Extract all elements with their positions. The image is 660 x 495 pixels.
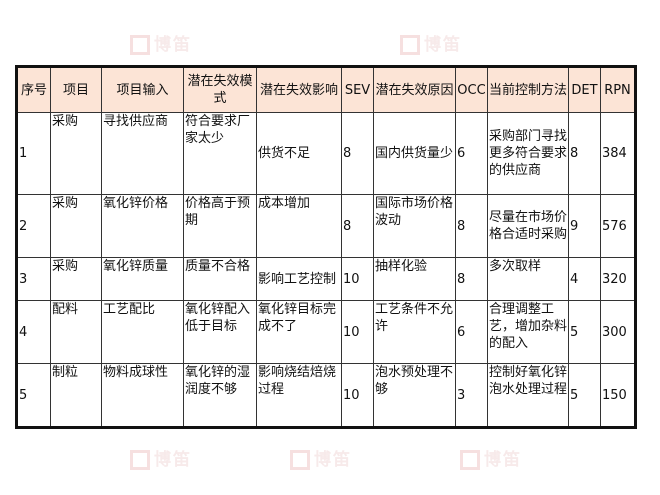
table-row: 5 制粒 物料成球性 氧化锌的湿润度不够 影响烧结焙烧过程 10 泡水预处理不够 3 控制好氧化… xyxy=(16,363,636,428)
cell-sev: 10 xyxy=(341,363,374,428)
header-failure-effect: 潜在失效影响 xyxy=(256,66,342,113)
cell-item-input: 物料成球性 xyxy=(101,363,184,428)
header-failure-mode: 潜在失效模式 xyxy=(183,66,257,113)
cell-failure-effect: 供货不足 xyxy=(256,112,342,195)
cell-failure-mode: 氧化锌的湿润度不够 xyxy=(183,363,257,428)
cell-sev: 8 xyxy=(341,112,374,195)
header-item: 项目 xyxy=(50,66,102,113)
header-row: 序号 项目 项目输入 潜在失效模式 潜在失效影响 SEV 潜在失效原因 OCC 当前控制方法 DE… xyxy=(16,66,636,113)
watermark-text: 博笛 xyxy=(424,35,462,55)
cell-seq: 1 xyxy=(16,112,51,195)
watermark-text: 博笛 xyxy=(484,450,522,470)
cell-current-control: 采购部门寻找更多符合要求的供应商 xyxy=(487,112,569,195)
cell-rpn: 576 xyxy=(600,194,636,258)
cell-occ: 6 xyxy=(455,112,488,195)
cell-failure-effect: 影响工艺控制 xyxy=(256,257,342,301)
cell-item-input: 寻找供应商 xyxy=(101,112,184,195)
cell-det: 4 xyxy=(568,257,601,301)
cell-failure-mode: 价格高于预期 xyxy=(183,194,257,258)
cell-item-input: 工艺配比 xyxy=(101,300,184,364)
cell-failure-mode: 氧化锌配入低于目标 xyxy=(183,300,257,364)
cell-current-control: 控制好氧化锌泡水处理过程 xyxy=(487,363,569,428)
cell-seq: 2 xyxy=(16,194,51,258)
cell-rpn: 320 xyxy=(600,257,636,301)
watermark-logo: 博笛 xyxy=(460,445,522,470)
cell-rpn: 384 xyxy=(600,112,636,195)
cell-current-control: 尽量在市场价格合适时采购 xyxy=(487,194,569,258)
cell-current-control: 合理调整工艺，增加杂料的配入 xyxy=(487,300,569,364)
table-row: 1 采购 寻找供应商 符合要求厂家太少 供货不足 8 国内供货量少 6 采购部门寻找更多符合要求… xyxy=(16,112,636,195)
cell-occ: 6 xyxy=(455,300,488,364)
cell-det: 5 xyxy=(568,363,601,428)
cell-failure-mode: 质量不合格 xyxy=(183,257,257,301)
cell-failure-mode: 符合要求厂家太少 xyxy=(183,112,257,195)
table-row: 4 配料 工艺配比 氧化锌配入低于目标 氧化锌目标完成不了 10 工艺条件不允许 6 合理调整工… xyxy=(16,300,636,364)
header-failure-cause: 潜在失效原因 xyxy=(373,66,456,113)
cell-failure-cause: 工艺条件不允许 xyxy=(373,300,456,364)
cell-occ: 8 xyxy=(455,194,488,258)
header-occ: OCC xyxy=(455,66,488,113)
cell-det: 8 xyxy=(568,112,601,195)
cell-sev: 10 xyxy=(341,300,374,364)
cell-det: 5 xyxy=(568,300,601,364)
table-row: 2 采购 氧化锌价格 价格高于预期 成本增加 8 国际市场价格波动 8 尽量在市场价格合适时采购… xyxy=(16,194,636,258)
header-det: DET xyxy=(568,66,601,113)
cell-rpn: 150 xyxy=(600,363,636,428)
watermark-logo: 博笛 xyxy=(130,445,192,470)
cell-sev: 10 xyxy=(341,257,374,301)
cell-sev: 8 xyxy=(341,194,374,258)
cell-rpn: 300 xyxy=(600,300,636,364)
watermark-text: 博笛 xyxy=(314,450,352,470)
cell-item: 采购 xyxy=(50,112,102,195)
cell-current-control: 多次取样 xyxy=(487,257,569,301)
header-item-input: 项目输入 xyxy=(101,66,184,113)
watermark-text: 博笛 xyxy=(154,35,192,55)
watermark-text: 博笛 xyxy=(154,450,192,470)
cell-item: 采购 xyxy=(50,194,102,258)
cell-det: 9 xyxy=(568,194,601,258)
fmea-table: 序号 项目 项目输入 潜在失效模式 潜在失效影响 SEV 潜在失效原因 OCC 当前控制方法 DE… xyxy=(15,65,637,429)
cell-failure-effect: 影响烧结焙烧过程 xyxy=(256,363,342,428)
header-seq: 序号 xyxy=(16,66,51,113)
cell-seq: 4 xyxy=(16,300,51,364)
cell-failure-cause: 国内供货量少 xyxy=(373,112,456,195)
cell-failure-effect: 氧化锌目标完成不了 xyxy=(256,300,342,364)
cell-item: 配料 xyxy=(50,300,102,364)
cell-occ: 3 xyxy=(455,363,488,428)
watermark-logo: 博笛 xyxy=(400,30,462,55)
header-current-control: 当前控制方法 xyxy=(487,66,569,113)
cell-failure-cause: 抽样化验 xyxy=(373,257,456,301)
cell-failure-cause: 国际市场价格波动 xyxy=(373,194,456,258)
watermark-logo: 博笛 xyxy=(130,30,192,55)
cell-item-input: 氧化锌质量 xyxy=(101,257,184,301)
cell-seq: 5 xyxy=(16,363,51,428)
cell-item: 制粒 xyxy=(50,363,102,428)
cell-failure-cause: 泡水预处理不够 xyxy=(373,363,456,428)
cell-item: 采购 xyxy=(50,257,102,301)
cell-item-input: 氧化锌价格 xyxy=(101,194,184,258)
watermark-logo: 博笛 xyxy=(290,445,352,470)
header-sev: SEV xyxy=(341,66,374,113)
cell-occ: 8 xyxy=(455,257,488,301)
table-row: 3 采购 氧化锌质量 质量不合格 影响工艺控制 10 抽样化验 8 多次取样 4 320 xyxy=(16,257,636,301)
header-rpn: RPN xyxy=(600,66,636,113)
cell-seq: 3 xyxy=(16,257,51,301)
cell-failure-effect: 成本增加 xyxy=(256,194,342,258)
